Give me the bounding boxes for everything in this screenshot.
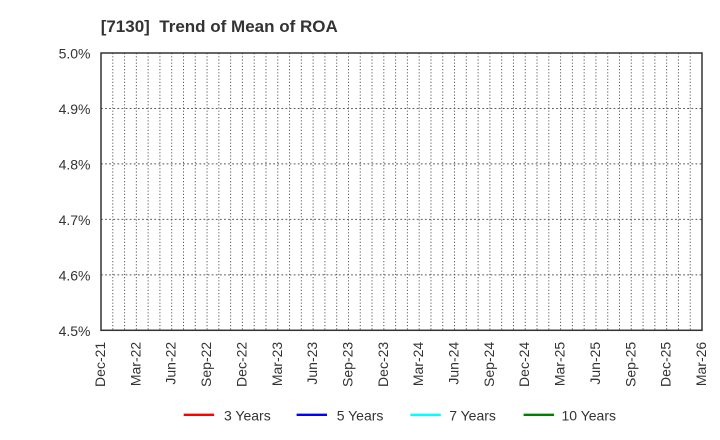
svg-text:Dec-25: Dec-25 [658, 342, 674, 387]
svg-text:Dec-22: Dec-22 [233, 342, 249, 387]
svg-text:10 Years: 10 Years [562, 407, 617, 423]
svg-text:[7130] Trend of Mean of ROA: [7130] Trend of Mean of ROA [101, 17, 338, 36]
svg-text:Sep-24: Sep-24 [481, 342, 497, 387]
svg-text:Jun-22: Jun-22 [163, 342, 179, 385]
svg-text:4.9%: 4.9% [59, 101, 91, 117]
svg-text:5 Years: 5 Years [337, 407, 384, 423]
svg-text:Dec-23: Dec-23 [375, 342, 391, 387]
svg-text:Jun-25: Jun-25 [587, 342, 603, 385]
svg-text:Mar-24: Mar-24 [410, 342, 426, 387]
svg-text:3 Years: 3 Years [224, 407, 271, 423]
svg-text:Sep-22: Sep-22 [198, 342, 214, 387]
svg-text:4.6%: 4.6% [59, 268, 91, 284]
svg-text:Mar-26: Mar-26 [693, 342, 709, 387]
svg-text:4.8%: 4.8% [59, 157, 91, 173]
svg-text:Mar-25: Mar-25 [552, 342, 568, 387]
svg-text:4.7%: 4.7% [59, 212, 91, 228]
svg-text:Jun-24: Jun-24 [446, 342, 462, 385]
svg-text:5.0%: 5.0% [59, 46, 91, 62]
svg-text:4.5%: 4.5% [59, 323, 91, 339]
svg-text:Jun-23: Jun-23 [304, 342, 320, 385]
svg-text:Sep-23: Sep-23 [339, 342, 355, 387]
svg-text:Dec-24: Dec-24 [516, 342, 532, 387]
svg-text:Sep-25: Sep-25 [622, 342, 638, 387]
svg-text:7 Years: 7 Years [449, 407, 496, 423]
svg-text:Mar-22: Mar-22 [127, 342, 143, 387]
svg-text:Mar-23: Mar-23 [269, 342, 285, 387]
svg-text:Dec-21: Dec-21 [92, 342, 108, 387]
